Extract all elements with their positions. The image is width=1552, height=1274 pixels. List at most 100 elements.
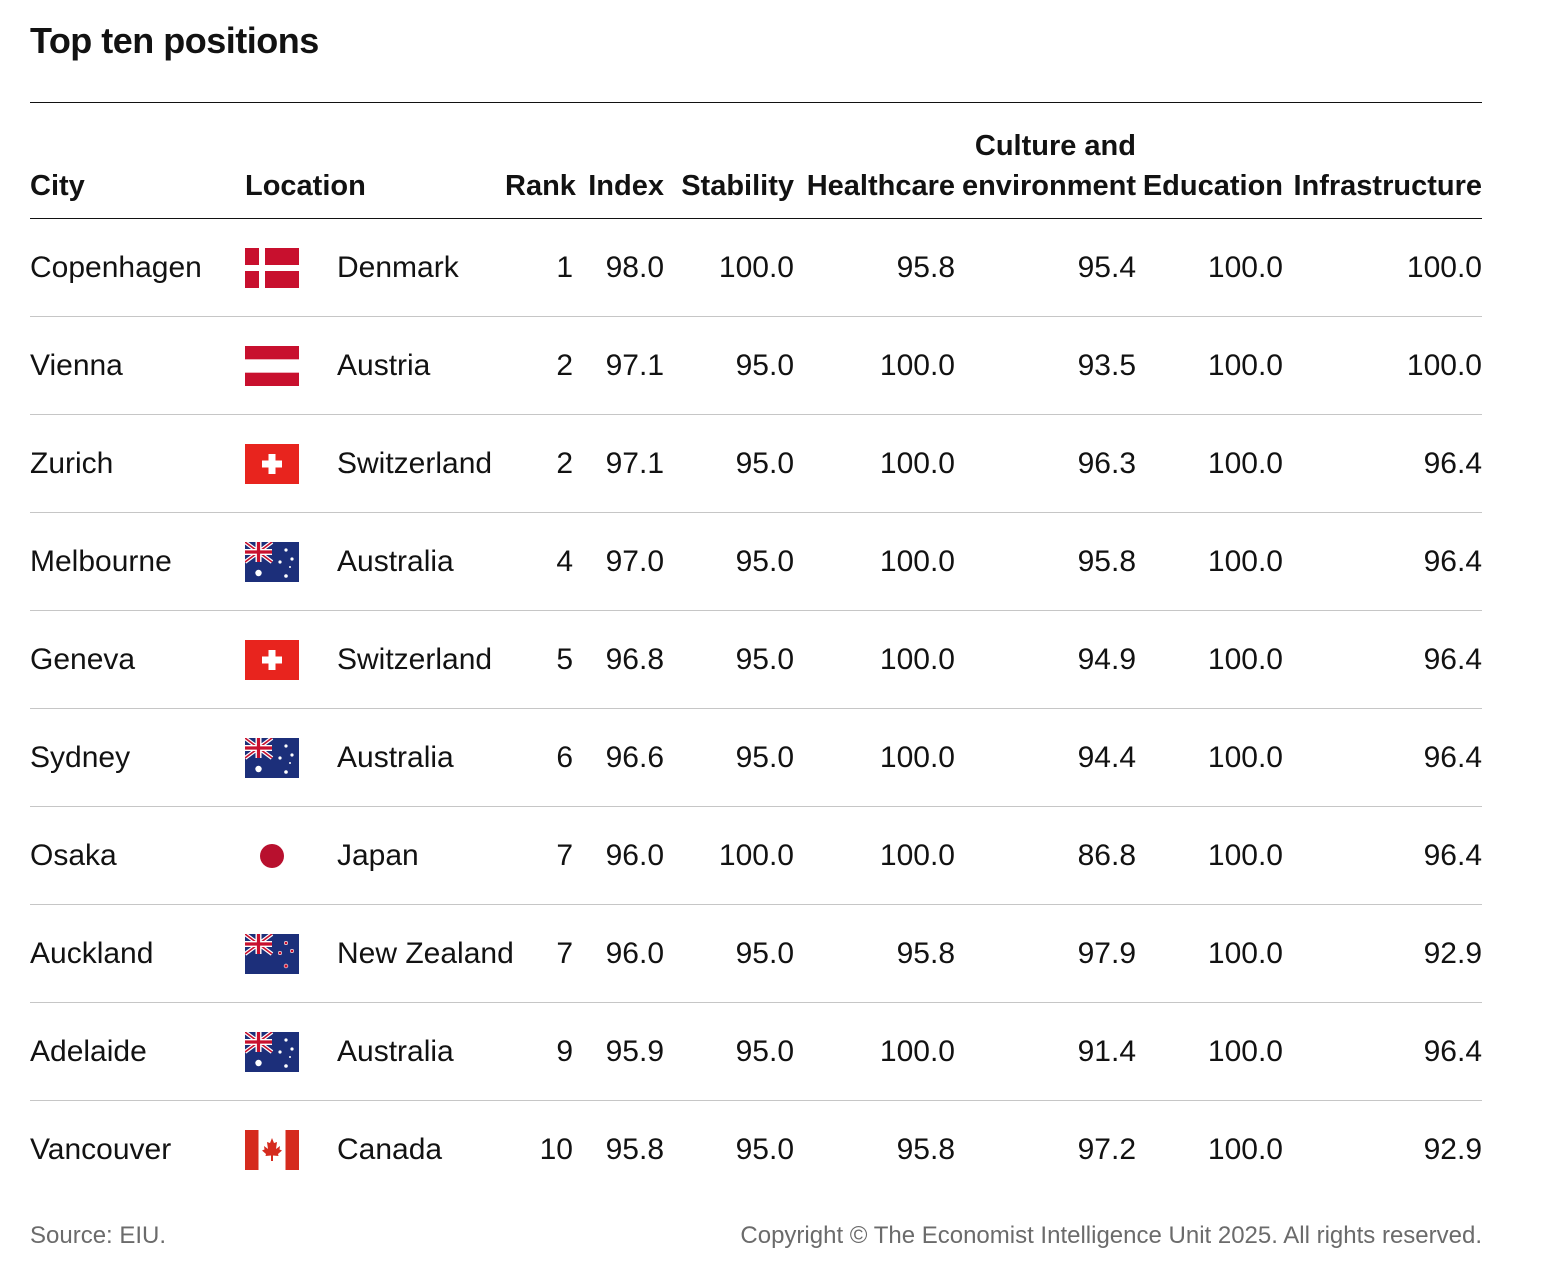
location-name: New Zealand — [337, 936, 514, 970]
cell-city: Adelaide — [30, 1002, 245, 1101]
cell-culture: 91.4 — [955, 1002, 1136, 1101]
cell-index: 98.0 — [573, 218, 664, 317]
page-title: Top ten positions — [30, 20, 319, 61]
cell-education: 100.0 — [1136, 708, 1283, 807]
cell-index: 96.8 — [573, 610, 664, 709]
denmark-flag-icon — [245, 247, 299, 288]
cell-education: 100.0 — [1136, 1002, 1283, 1101]
australia-flag-icon — [245, 541, 299, 582]
header-row: City Location Rank Index Stability Healt… — [30, 120, 1482, 219]
cell-location: Austria — [245, 316, 505, 415]
cell-index: 95.8 — [605, 1132, 664, 1166]
cell-rank: 7 — [505, 904, 573, 1003]
cell-index: 97.0 — [573, 512, 664, 611]
header-infrastructure: Infrastructure — [1283, 120, 1482, 219]
table-row: Osaka Japan 7 96.0 100.0 100.0 86.8 100.0 96.4 — [30, 806, 1482, 905]
cell-city: Copenhagen — [30, 218, 245, 317]
cell-culture: 97.9 — [955, 904, 1136, 1003]
cell-education: 100.0 — [1136, 512, 1283, 611]
top-divider — [30, 102, 1482, 103]
cell-culture: 94.4 — [955, 708, 1136, 807]
cell-infrastructure: 96.4 — [1283, 610, 1482, 709]
cell-culture: 95.4 — [955, 218, 1136, 317]
switzerland-flag-icon — [245, 639, 299, 680]
cell-city: Vienna — [30, 316, 245, 415]
header-education: Education — [1136, 120, 1283, 219]
header-city: City — [30, 120, 245, 219]
cell-index: 96.6 — [573, 708, 664, 807]
cell-stability: 95.0 — [664, 316, 794, 415]
cell-healthcare: 100.0 — [794, 414, 955, 513]
header-culture: Culture and environment — [955, 120, 1136, 219]
cell-education: 100.0 — [1136, 316, 1283, 415]
cell-stability: 95.0 — [664, 1002, 794, 1101]
location-name: Switzerland — [337, 446, 493, 480]
cell-location: Canada — [245, 1101, 505, 1199]
cell-rank: 9 — [505, 1002, 573, 1101]
header-healthcare: Healthcare — [794, 120, 955, 219]
location-name: Australia — [337, 544, 454, 578]
cell-infrastructure: 96.4 — [1283, 414, 1482, 513]
canada-flag-icon — [245, 1129, 299, 1170]
location-name: Japan — [337, 838, 419, 872]
cell-index: 95.9 — [573, 1002, 664, 1101]
cell-index: 97.1 — [573, 414, 664, 513]
cell-culture: 97.2 — [1077, 1132, 1136, 1166]
cell-infrastructure: 100.0 — [1283, 316, 1482, 415]
table-row: Geneva Switzerland 5 96.8 95.0 100.0 94.9 100.0… — [30, 610, 1482, 709]
cell-culture: 95.8 — [955, 512, 1136, 611]
cell-index: 97.1 — [573, 316, 664, 415]
cell-healthcare: 95.8 — [794, 904, 955, 1003]
australia-flag-icon — [245, 1031, 299, 1072]
cell-education: 100.0 — [1136, 610, 1283, 709]
cell-stability: 100.0 — [664, 218, 794, 317]
cell-stability: 95.0 — [664, 904, 794, 1003]
header-location: Location — [245, 120, 505, 219]
cell-infrastructure: 96.4 — [1283, 1002, 1482, 1101]
cell-city: Geneva — [30, 610, 245, 709]
location-name: Australia — [337, 1034, 454, 1068]
cell-rank: 5 — [505, 610, 573, 709]
cell-index: 96.0 — [573, 806, 664, 905]
table-row: Auckland New Zealand 7 96.0 95.0 95.8 97.9 100.… — [30, 904, 1482, 1003]
cell-education: 100.0 — [1136, 218, 1283, 317]
table-row: Adelaide Australia 9 95.9 95.0 100.0 91.4 100.0… — [30, 1002, 1482, 1101]
cell-culture: 96.3 — [955, 414, 1136, 513]
location-name: Australia — [337, 740, 454, 774]
table-body: Copenhagen Denmark 1 98.0 100.0 95.8 95.4 100.0… — [30, 218, 1482, 1199]
cell-infrastructure: 96.4 — [1283, 708, 1482, 807]
cell-city: Zurich — [30, 414, 245, 513]
copyright-note: Copyright © The Economist Intelligence U… — [740, 1222, 1482, 1249]
cell-infrastructure: 100.0 — [1283, 218, 1482, 317]
cell-healthcare: 100.0 — [794, 1002, 955, 1101]
table-row: Sydney Australia 6 96.6 95.0 100.0 94.4 100.0 96… — [30, 708, 1482, 807]
cell-location: New Zealand — [245, 904, 514, 1003]
cell-rank: 4 — [505, 512, 573, 611]
table-row: Vancouver Canada 10 95.8 95.0 95.8 97.2 100.0 92… — [30, 1101, 1482, 1199]
cell-location: Switzerland — [245, 414, 505, 513]
cell-healthcare: 100.0 — [794, 708, 955, 807]
austria-flag-icon — [245, 345, 299, 386]
cell-city: Melbourne — [30, 512, 245, 611]
cell-rank: 7 — [505, 806, 573, 905]
rankings-table: City Location Rank Index Stability Healt… — [30, 120, 1482, 1198]
cell-healthcare: 100.0 — [794, 806, 955, 905]
header-index: Index — [573, 120, 664, 219]
cell-healthcare: 100.0 — [794, 316, 955, 415]
cell-stability: 95.0 — [735, 1132, 794, 1166]
cell-location: Japan — [245, 806, 505, 905]
cell-healthcare: 100.0 — [794, 610, 955, 709]
cell-infrastructure: 92.9 — [1283, 904, 1482, 1003]
cell-rank: 2 — [505, 316, 573, 415]
cell-education: 100.0 — [1136, 904, 1283, 1003]
cell-city: Osaka — [30, 806, 245, 905]
cell-culture: 94.9 — [955, 610, 1136, 709]
cell-healthcare: 95.8 — [896, 1132, 955, 1166]
header-rank: Rank — [505, 120, 576, 219]
location-name: Austria — [337, 348, 431, 382]
cell-city: Auckland — [30, 904, 245, 1003]
cell-index: 96.0 — [573, 904, 664, 1003]
cell-education: 100.0 — [1207, 1132, 1283, 1166]
cell-healthcare: 95.8 — [794, 218, 955, 317]
cell-education: 100.0 — [1136, 806, 1283, 905]
